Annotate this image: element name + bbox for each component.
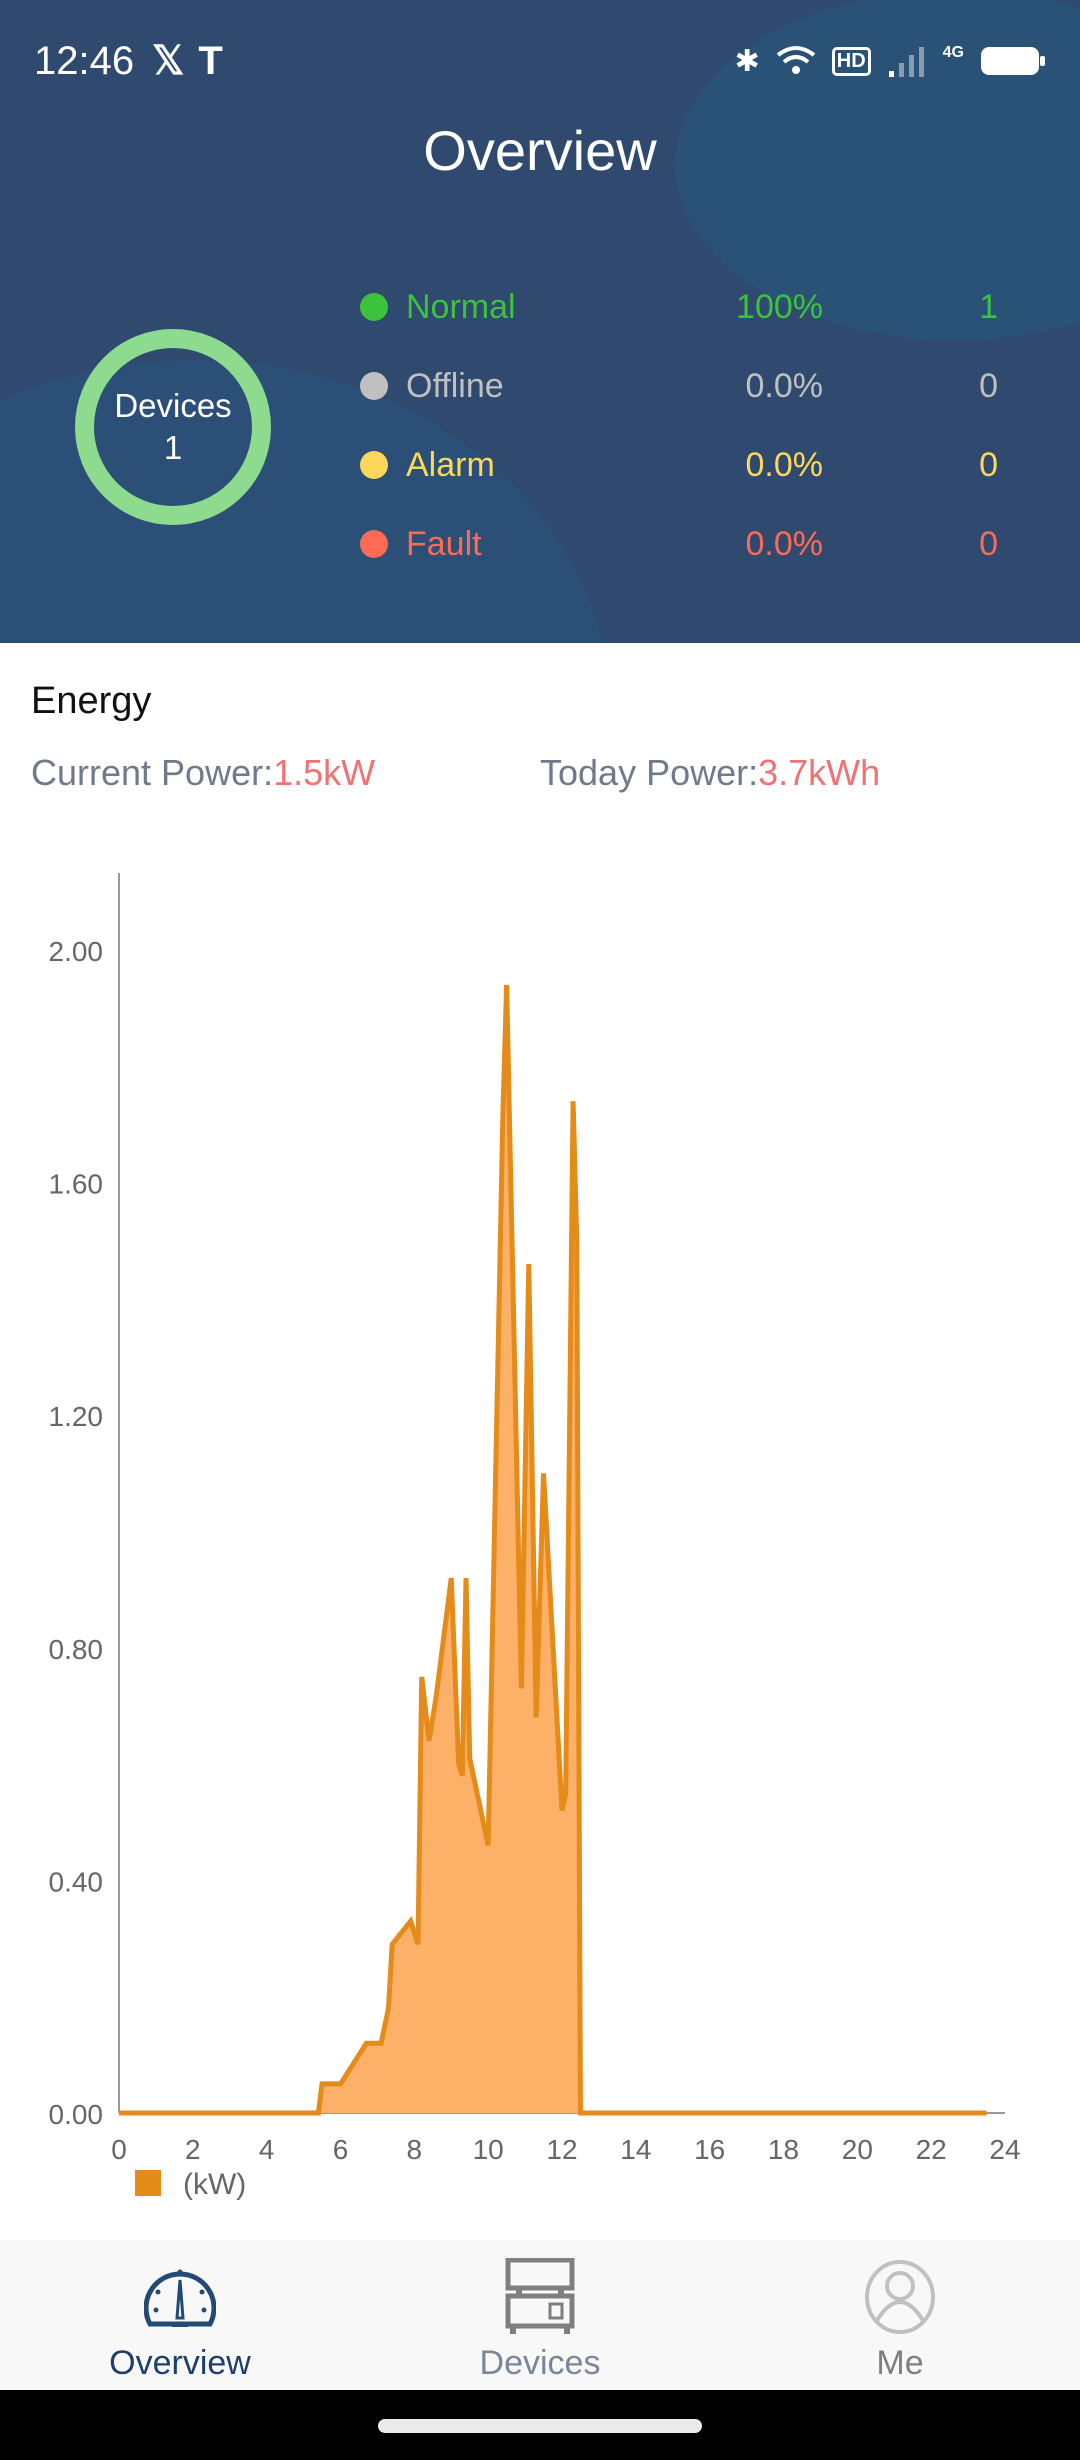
- wifi-icon: [776, 46, 815, 74]
- x-tick-label: 4: [259, 2134, 275, 2165]
- home-indicator[interactable]: [378, 2419, 702, 2433]
- nav-label: Me: [876, 2344, 924, 2382]
- status-count: 0: [979, 366, 998, 405]
- status-bar: 12:46 𝕏 T ✱ HD 4G: [34, 34, 1046, 88]
- status-row-alarm[interactable]: Alarm 0.0% 0: [360, 440, 1000, 490]
- bottom-nav: Overview Devices Me: [0, 2240, 1080, 2390]
- user-profile-icon: [865, 2260, 935, 2334]
- x-tick-label: 10: [473, 2134, 504, 2165]
- x-tick-label: 2: [185, 2134, 201, 2165]
- status-dot: [360, 530, 388, 558]
- current-power-value: 1.5kW: [273, 752, 376, 793]
- overview-header: 12:46 𝕏 T ✱ HD 4G Overview Devices 1 Nor…: [0, 0, 1080, 643]
- y-tick-label: 0.40: [49, 1866, 104, 1897]
- nav-label: Devices: [479, 2344, 601, 2382]
- current-power-label: Current Power:: [31, 752, 274, 793]
- current-power: Current Power:1.5kW: [31, 752, 375, 794]
- x-tick-label: 6: [333, 2134, 349, 2165]
- area-fill: [119, 984, 987, 2113]
- bluetooth-icon: ✱: [734, 44, 760, 78]
- status-percent: 0.0%: [745, 445, 824, 484]
- y-tick-label: 1.60: [49, 1169, 104, 1200]
- x-tick-label: 8: [407, 2134, 423, 2165]
- y-tick-label: 0.80: [49, 1634, 104, 1665]
- nav-me[interactable]: Me: [720, 2240, 1080, 2390]
- status-row-fault[interactable]: Fault 0.0% 0: [360, 519, 1000, 569]
- x-tick-label: 20: [842, 2134, 873, 2165]
- status-count: 0: [979, 524, 998, 563]
- status-count: 0: [979, 445, 998, 484]
- status-count: 1: [979, 287, 998, 326]
- network-type: 4G: [942, 43, 964, 61]
- series-line: [119, 984, 987, 2116]
- status-label: Fault: [406, 524, 482, 563]
- devices-count: 1: [163, 429, 183, 466]
- devices-label: Devices: [114, 387, 232, 424]
- signal-icon: [888, 47, 924, 77]
- x-tick-label: 0: [111, 2134, 127, 2165]
- x-app-icon: 𝕏: [152, 39, 185, 83]
- hd-icon: HD: [831, 46, 871, 76]
- status-row-offline[interactable]: Offline 0.0% 0: [360, 361, 1000, 411]
- x-tick-label: 18: [768, 2134, 799, 2165]
- energy-title: Energy: [31, 680, 152, 722]
- tesla-app-icon: T: [198, 38, 223, 83]
- power-chart: 0.000.400.801.201.602.000 2 4 6 8 10 12 14 16 18 2…: [49, 873, 1021, 2201]
- battery-icon: [981, 47, 1045, 75]
- dashboard-gauge-icon: [144, 2269, 216, 2327]
- status-row-normal[interactable]: Normal 100% 1: [360, 282, 1000, 332]
- today-power-label: Today Power:: [540, 752, 759, 793]
- device-rack-icon: [505, 2258, 575, 2334]
- x-tick-label: 22: [916, 2134, 947, 2165]
- status-dot: [360, 372, 388, 400]
- status-percent: 0.0%: [745, 366, 824, 405]
- x-tick-label: 14: [620, 2134, 651, 2165]
- status-dot: [360, 451, 388, 479]
- nav-label: Overview: [109, 2344, 251, 2382]
- system-nav-bar: [0, 2390, 1080, 2460]
- y-tick-label: 0.00: [49, 2099, 104, 2130]
- y-tick-label: 2.00: [49, 936, 104, 967]
- page-title: Overview: [423, 119, 657, 182]
- status-label: Offline: [406, 366, 504, 405]
- status-label: Alarm: [406, 445, 495, 484]
- status-label: Normal: [406, 287, 516, 326]
- today-power-value: 3.7kWh: [758, 752, 881, 793]
- x-tick-label: 24: [989, 2134, 1020, 2165]
- x-tick-label: 16: [694, 2134, 725, 2165]
- devices-ring[interactable]: Devices 1: [75, 329, 271, 525]
- status-dot: [360, 293, 388, 321]
- clock: 12:46: [34, 38, 135, 83]
- x-tick-label: 12: [546, 2134, 577, 2165]
- legend-label: (kW): [183, 2168, 246, 2201]
- status-percent: 0.0%: [745, 524, 824, 563]
- legend-swatch: [135, 2170, 161, 2196]
- y-tick-label: 1.20: [49, 1401, 104, 1432]
- nav-devices[interactable]: Devices: [360, 2240, 720, 2390]
- status-percent: 100%: [736, 287, 823, 326]
- today-power: Today Power:3.7kWh: [540, 752, 880, 794]
- nav-overview[interactable]: Overview: [0, 2240, 360, 2390]
